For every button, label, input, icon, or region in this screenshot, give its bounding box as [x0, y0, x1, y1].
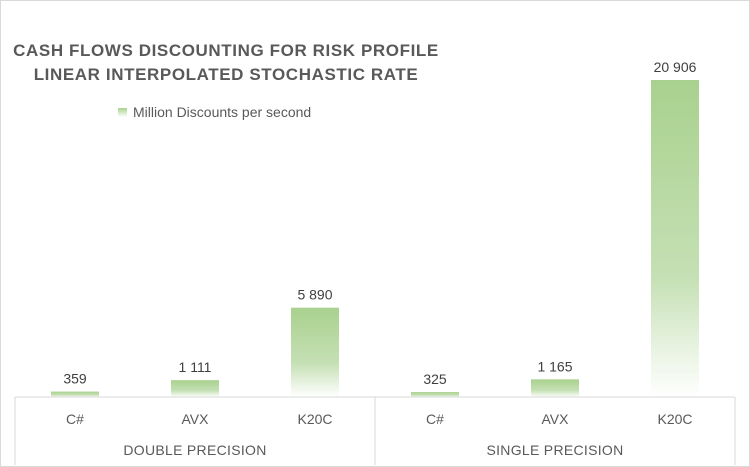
category-tick-label: AVX [182, 411, 210, 427]
legend-label: Million Discounts per second [133, 104, 312, 120]
legend-swatch [118, 107, 127, 117]
category-tick-label: K20C [657, 411, 692, 427]
chart-title-line-2: LINEAR INTERPOLATED STOCHASTIC RATE [33, 65, 419, 84]
bar-double-precision-csharp [51, 391, 99, 397]
bar-double-precision-avx [171, 380, 219, 397]
data-label: 1 111 [179, 359, 212, 375]
data-label: 325 [423, 371, 447, 387]
axis-layer [14, 396, 736, 465]
data-label: 1 165 [537, 358, 572, 374]
chart-title-line-1: CASH FLOWS DISCOUNTING FOR RISK PROFILE [13, 41, 439, 60]
group-label: SINGLE PRECISION [486, 442, 623, 458]
bar-single-precision-avx [531, 379, 579, 397]
category-tick-label: AVX [542, 411, 570, 427]
category-tick-label: K20C [297, 411, 332, 427]
legend: Million Discounts per second [118, 103, 311, 121]
bar-double-precision-k20c [291, 307, 339, 397]
data-label: 5 890 [297, 287, 332, 303]
category-tick-label: C# [426, 411, 444, 427]
group-label: DOUBLE PRECISION [123, 442, 266, 458]
bars-layer [51, 80, 699, 397]
labels-layer: 359 C# 1 111 AVX 5 890 K20C DOUBLE PRECISION 32… [63, 59, 696, 458]
data-label: 359 [63, 371, 87, 387]
category-tick-label: C# [66, 411, 84, 427]
data-label: 20 906 [654, 59, 697, 75]
bar-single-precision-csharp [411, 392, 459, 397]
bar-single-precision-k20c [651, 80, 699, 397]
